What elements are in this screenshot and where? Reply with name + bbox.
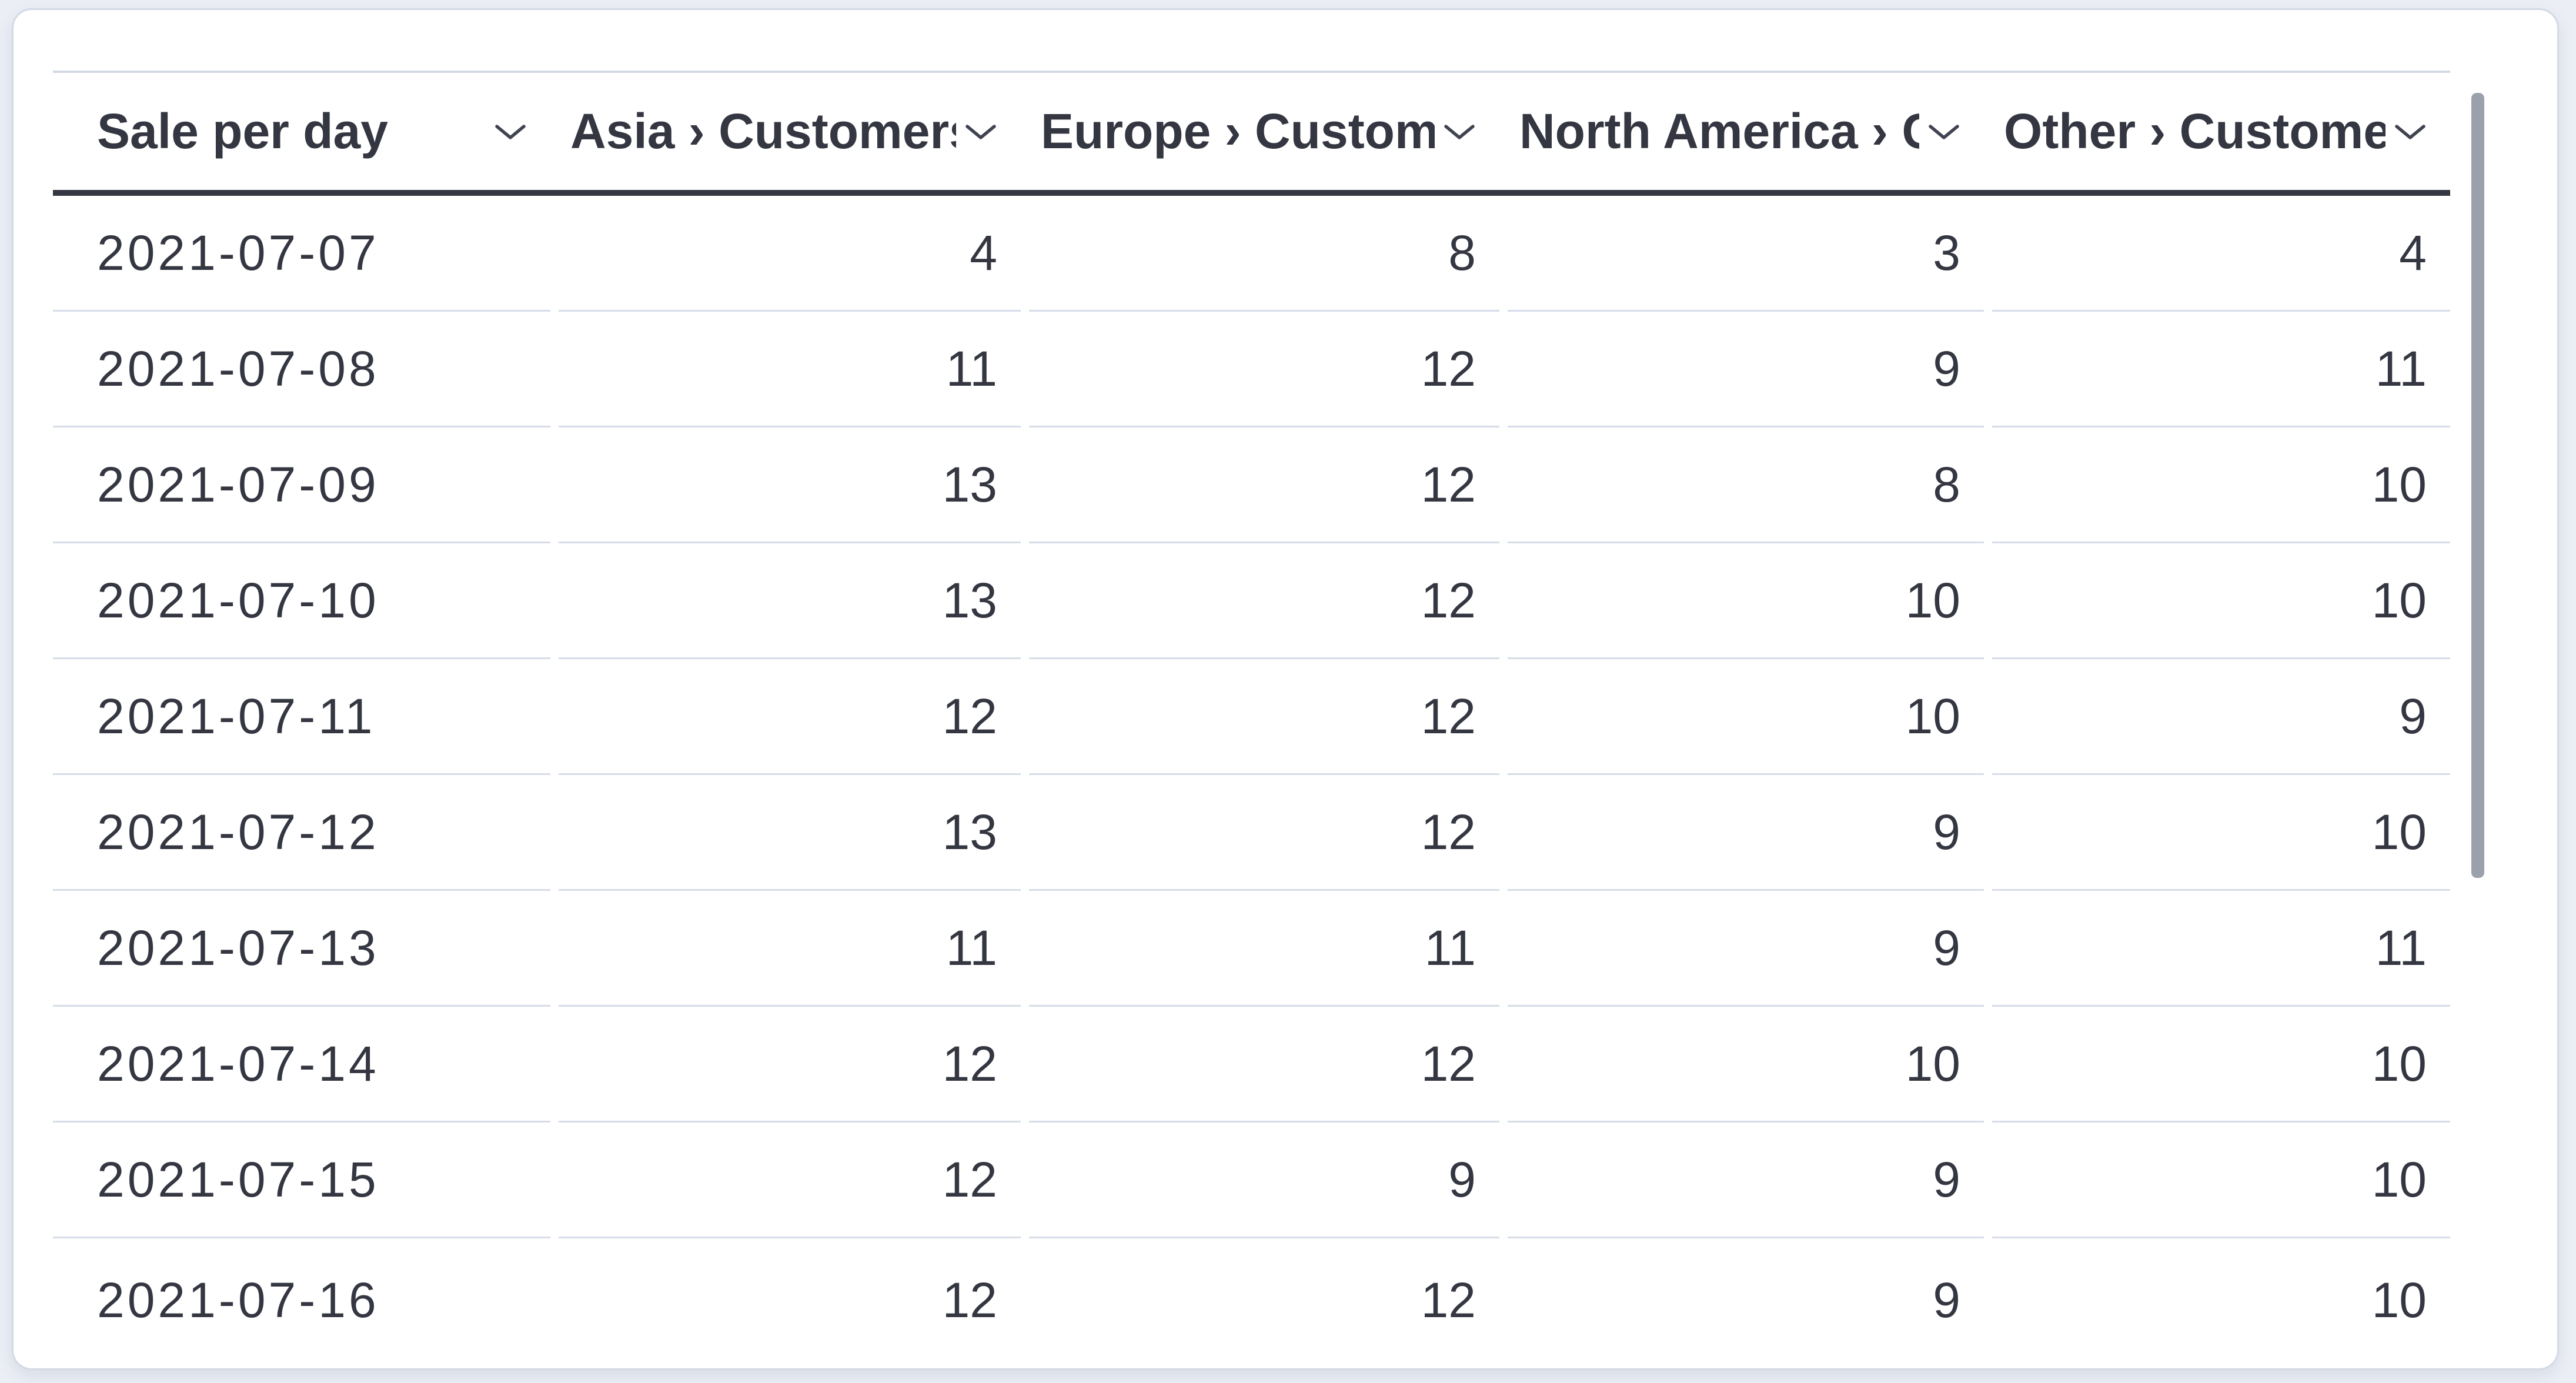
cell-europe: 8: [1029, 196, 1499, 312]
cell-north_america: 9: [1933, 1272, 1960, 1328]
cell-other: 4: [1992, 196, 2450, 312]
table-row: 2021-07-12 13 12 9 10: [53, 775, 2450, 891]
column-header-label: Asia › Customers: [570, 103, 956, 159]
vertical-scrollbar-thumb[interactable]: [2471, 93, 2484, 878]
table-row: 2021-07-09 13 12 8 10: [53, 427, 2450, 543]
cell-europe: 12: [1029, 427, 1499, 543]
cell-asia: 4: [559, 196, 1021, 312]
cell-europe: 11: [1029, 891, 1499, 1007]
cell-date: 2021-07-14: [53, 1007, 550, 1123]
cell-other: 10: [1992, 1007, 2450, 1123]
cell-date: 2021-07-13: [53, 891, 550, 1007]
cell-asia: 12: [942, 1272, 997, 1328]
cell-asia: 13: [559, 543, 1021, 659]
cell-other: 10: [2371, 1272, 2427, 1328]
cell-date: 2021-07-08: [53, 312, 550, 427]
cell-asia: 11: [559, 312, 1021, 427]
table-row: 2021-07-11 12 12 10 9: [53, 659, 2450, 775]
cell-north_america: 10: [1508, 1007, 1984, 1123]
cell-date: 2021-07-16: [97, 1272, 379, 1328]
cell-date: 2021-07-15: [53, 1123, 550, 1238]
column-header-label: Other › Customers: [2004, 103, 2385, 159]
cell-north_america: 10: [1508, 659, 1984, 775]
cell-north_america: 3: [1508, 196, 1984, 312]
cell-north_america: 9: [1508, 312, 1984, 427]
column-header-north_america[interactable]: North America › Customers: [1508, 73, 1984, 190]
column-header-label: North America › Customers: [1519, 103, 1919, 159]
cell-europe: 12: [1029, 775, 1499, 891]
cell-europe: 12: [1029, 312, 1499, 427]
column-header-other[interactable]: Other › Customers: [1992, 73, 2450, 190]
cell-date: 2021-07-09: [53, 427, 550, 543]
cell-date: 2021-07-12: [53, 775, 550, 891]
cell-other: 11: [1992, 891, 2450, 1007]
table-row: 2021-07-08 11 12 9 11: [53, 312, 2450, 427]
cell-europe: 12: [1029, 659, 1499, 775]
table-row: 2021-07-13 11 11 9 11: [53, 891, 2450, 1007]
cell-other: 10: [1992, 775, 2450, 891]
cell-date: 2021-07-10: [53, 543, 550, 659]
chevron-down-icon[interactable]: [964, 123, 997, 141]
chevron-down-icon[interactable]: [1927, 123, 1960, 141]
column-header-label: Europe › Customers: [1041, 103, 1435, 159]
cell-date: 2021-07-11: [53, 659, 550, 775]
cell-north_america: 9: [1508, 1123, 1984, 1238]
chevron-down-icon[interactable]: [494, 123, 527, 141]
cell-asia: 11: [559, 891, 1021, 1007]
cell-europe: 12: [1421, 1272, 1476, 1328]
column-header-asia[interactable]: Asia › Customers: [559, 73, 1021, 190]
cell-asia: 12: [559, 1123, 1021, 1238]
cell-asia: 12: [559, 1007, 1021, 1123]
grid-top-border: [53, 71, 2450, 73]
table-row: 2021-07-16 12 12 9 10: [53, 1238, 2450, 1362]
cell-north_america: 8: [1508, 427, 1984, 543]
cell-other: 9: [1992, 659, 2450, 775]
chevron-down-icon[interactable]: [2394, 123, 2427, 141]
table-row: 2021-07-10 13 12 10 10: [53, 543, 2450, 659]
cell-north_america: 10: [1508, 543, 1984, 659]
data-table: Sale per day Asia › Customers Europe › Cus…: [53, 71, 2450, 1362]
column-header-date[interactable]: Sale per day: [53, 73, 550, 190]
cell-other: 11: [1992, 312, 2450, 427]
cell-asia: 12: [559, 659, 1021, 775]
cell-date: 2021-07-07: [53, 196, 550, 312]
cell-other: 10: [1992, 543, 2450, 659]
cell-europe: 9: [1029, 1123, 1499, 1238]
table-row: 2021-07-14 12 12 10 10: [53, 1007, 2450, 1123]
column-header-label: Sale per day: [97, 103, 388, 159]
table-row: 2021-07-15 12 9 9 10: [53, 1123, 2450, 1238]
datatable-panel: Sale per day Asia › Customers Europe › Cus…: [12, 8, 2559, 1370]
cell-europe: 12: [1029, 1007, 1499, 1123]
table-row: 2021-07-07 4 8 3 4: [53, 196, 2450, 312]
cell-other: 10: [1992, 427, 2450, 543]
cell-other: 10: [1992, 1123, 2450, 1238]
column-header-europe[interactable]: Europe › Customers: [1029, 73, 1499, 190]
chevron-down-icon[interactable]: [1443, 123, 1476, 141]
cell-asia: 13: [559, 427, 1021, 543]
table-body: 2021-07-07 4 8 3 4 2021-07-08 11 12 9 11 2021-07-0…: [53, 196, 2450, 1362]
cell-europe: 12: [1029, 543, 1499, 659]
table-header-row: Sale per day Asia › Customers Europe › Cus…: [53, 73, 2450, 196]
cell-asia: 13: [559, 775, 1021, 891]
cell-north_america: 9: [1508, 891, 1984, 1007]
cell-north_america: 9: [1508, 775, 1984, 891]
